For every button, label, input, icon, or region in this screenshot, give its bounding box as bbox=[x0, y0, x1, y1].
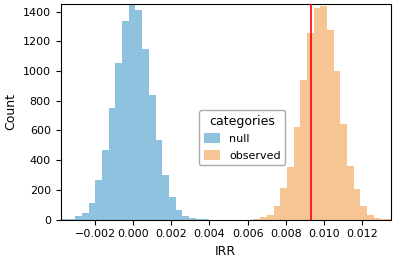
Bar bbox=[115, 63, 122, 220]
Bar bbox=[109, 108, 115, 220]
Bar bbox=[142, 49, 149, 220]
Bar bbox=[122, 21, 129, 220]
Bar bbox=[75, 216, 82, 220]
Bar bbox=[95, 181, 102, 220]
Bar bbox=[135, 10, 142, 220]
Bar bbox=[62, 219, 69, 220]
Bar bbox=[340, 124, 347, 220]
Bar bbox=[182, 216, 189, 220]
Bar bbox=[300, 80, 307, 220]
Bar bbox=[360, 206, 367, 220]
Bar bbox=[307, 32, 314, 220]
Bar bbox=[347, 166, 354, 220]
Bar bbox=[189, 218, 196, 220]
Bar bbox=[156, 140, 162, 220]
Bar bbox=[254, 219, 260, 220]
Bar bbox=[280, 188, 287, 220]
Bar bbox=[354, 189, 360, 220]
Bar bbox=[334, 71, 340, 220]
Bar bbox=[293, 127, 300, 220]
Bar bbox=[89, 203, 95, 220]
Bar bbox=[327, 30, 334, 220]
Bar bbox=[102, 150, 109, 220]
X-axis label: IRR: IRR bbox=[215, 245, 236, 258]
Bar bbox=[69, 219, 75, 220]
Bar bbox=[169, 197, 175, 220]
Bar bbox=[260, 217, 267, 220]
Bar bbox=[267, 215, 273, 220]
Bar bbox=[374, 218, 380, 220]
Bar bbox=[149, 95, 156, 220]
Bar bbox=[380, 219, 387, 220]
Bar bbox=[82, 213, 89, 220]
Bar bbox=[162, 175, 169, 220]
Y-axis label: Count: Count bbox=[4, 93, 17, 130]
Bar bbox=[287, 167, 293, 220]
Bar bbox=[367, 215, 374, 220]
Bar bbox=[175, 210, 182, 220]
Bar bbox=[314, 8, 320, 220]
Bar bbox=[129, 3, 135, 220]
Bar bbox=[202, 219, 209, 220]
Bar bbox=[273, 206, 280, 220]
Bar bbox=[320, 6, 327, 220]
Legend: null, observed: null, observed bbox=[199, 110, 285, 165]
